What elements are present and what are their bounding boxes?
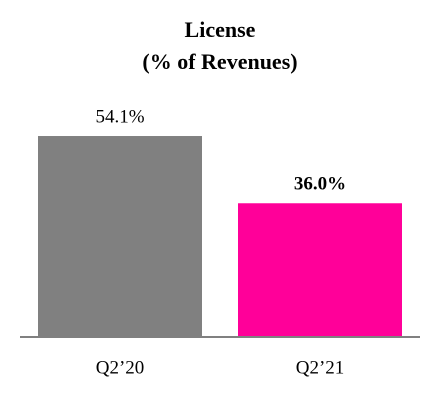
bar [38,136,202,337]
value-label: 36.0% [294,174,346,195]
value-label: 54.1% [95,106,144,127]
chart-subtitle: (% of Revenues) [142,49,297,74]
chart-title: License [185,17,256,42]
x-tick-label: Q2’21 [296,357,345,378]
x-tick-label: Q2’20 [96,357,145,378]
bar [238,203,402,337]
